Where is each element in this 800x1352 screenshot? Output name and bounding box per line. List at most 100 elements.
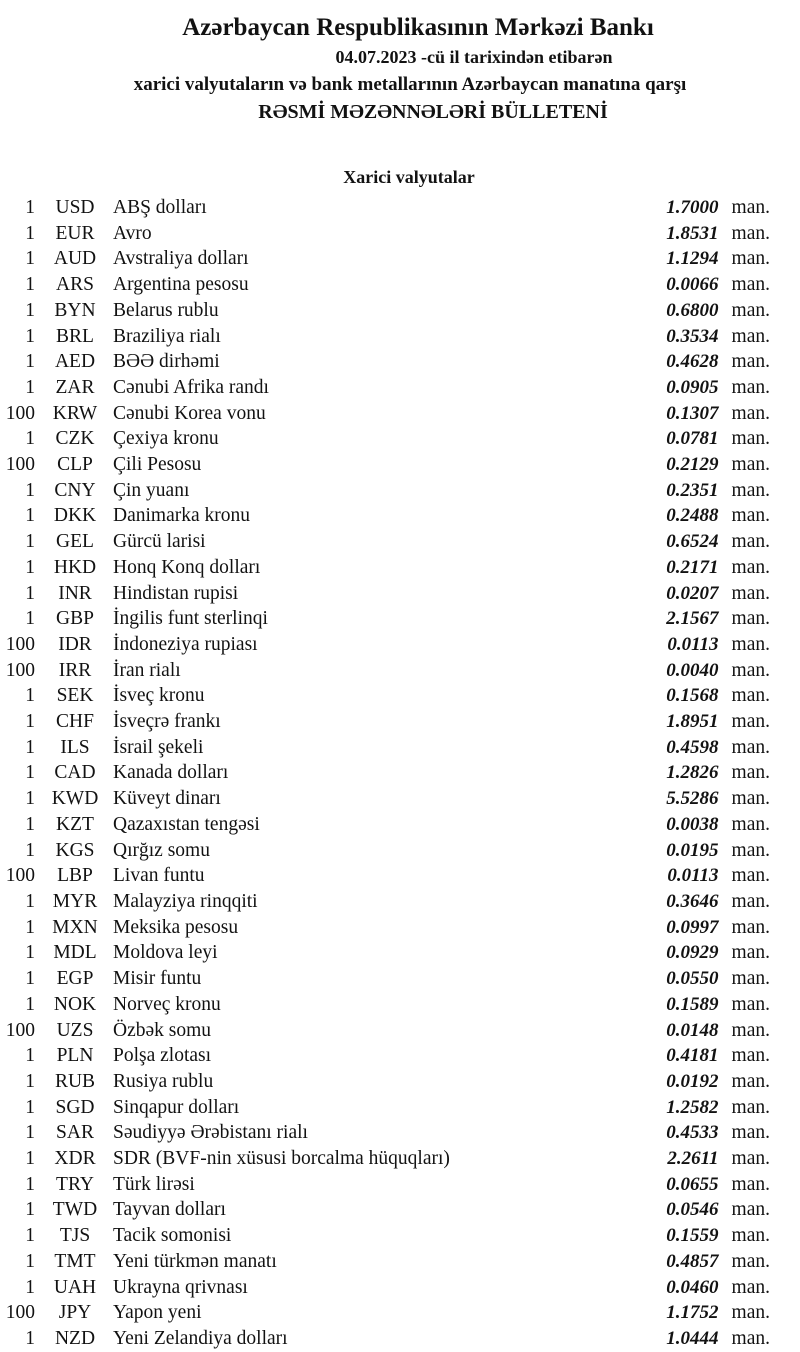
currency-quantity: 1	[25, 299, 35, 321]
currency-code: ZAR	[55, 376, 95, 398]
currency-code: KGS	[55, 839, 95, 861]
currency-unit: man.	[731, 222, 770, 244]
currency-unit: man.	[731, 531, 770, 553]
currency-unit: man.	[731, 993, 770, 1015]
currency-unit: man.	[731, 633, 770, 655]
currency-unit: man.	[731, 248, 770, 270]
currency-name: Honq Konq dolları	[113, 556, 261, 578]
currency-name: Ukrayna qrivnası	[113, 1276, 248, 1298]
currency-code: CZK	[55, 428, 95, 450]
currency-quantity: 1	[25, 736, 35, 758]
currency-code: BRL	[56, 325, 94, 347]
page-title: Azərbaycan Respublikasının Mərkəzi Bankı	[182, 14, 654, 41]
currency-rate: 0.0460	[666, 1276, 719, 1298]
currency-quantity: 1	[25, 505, 35, 527]
currency-code: NZD	[54, 1327, 96, 1349]
currency-name: Özbək somu	[113, 1019, 212, 1041]
currency-name: Qırğız somu	[113, 839, 210, 861]
table-row: 1 AUD Avstraliya dolları 1.1294 man.	[0, 246, 800, 272]
table-row: 1 TRY Türk lirəsi 0.0655 man.	[0, 1172, 800, 1198]
currency-code: RUB	[54, 1070, 96, 1092]
currency-unit: man.	[731, 685, 770, 707]
currency-unit: man.	[731, 274, 770, 296]
currency-unit: man.	[731, 1225, 770, 1247]
currency-unit: man.	[731, 762, 770, 784]
currency-unit: man.	[731, 479, 770, 501]
table-row: 1 EUR Avro 1.8531 man.	[0, 221, 800, 247]
currency-name: Sinqapur dolları	[113, 1096, 240, 1118]
table-row: 1 INR Hindistan rupisi 0.0207 man.	[0, 581, 800, 607]
currency-unit: man.	[731, 376, 770, 398]
currency-rate: 0.0550	[666, 968, 719, 990]
currency-unit: man.	[731, 1122, 770, 1144]
table-row: 1 KGS Qırğız somu 0.0195 man.	[0, 838, 800, 864]
currency-rate: 0.4628	[666, 351, 719, 373]
currency-rate: 0.2351	[666, 479, 719, 501]
currency-code: AUD	[53, 248, 97, 270]
currency-quantity: 1	[25, 968, 35, 990]
currency-quantity: 1	[25, 839, 35, 861]
currency-rate: 1.2826	[666, 762, 719, 784]
table-row: 1 BRL Braziliya rialı 0.3534 man.	[0, 324, 800, 350]
table-row: 1 CNY Çin yuanı 0.2351 man.	[0, 478, 800, 504]
table-row: 100 KRW Cənubi Korea vonu 0.1307 man.	[0, 401, 800, 427]
table-row: 1 NOK Norveç kronu 0.1589 man.	[0, 992, 800, 1018]
currency-rate: 0.3534	[666, 325, 719, 347]
section-title-foreign-currencies: Xarici valyutalar	[343, 167, 475, 187]
bulletin-title: RƏSMİ MƏZƏNNƏLƏRİ BÜLLETENİ	[258, 101, 608, 123]
currency-quantity: 1	[25, 1173, 35, 1195]
currency-unit: man.	[731, 582, 770, 604]
table-row: 100 UZS Özbək somu 0.0148 man.	[0, 1018, 800, 1044]
currency-unit: man.	[731, 1327, 770, 1349]
currency-quantity: 1	[25, 351, 35, 373]
table-row: 1 HKD Honq Konq dolları 0.2171 man.	[0, 555, 800, 581]
currency-name: Tacik somonisi	[113, 1225, 232, 1247]
currency-quantity: 1	[25, 762, 35, 784]
currency-name: Moldova leyi	[113, 942, 218, 964]
table-row: 1 GEL Gürcü larisi 0.6524 man.	[0, 529, 800, 555]
currency-code: USD	[55, 197, 95, 218]
currency-name: Yeni Zelandiya dolları	[113, 1327, 288, 1349]
currency-rate: 0.0929	[666, 942, 719, 964]
currency-rate: 0.1307	[666, 402, 719, 424]
currency-quantity: 1	[25, 531, 35, 553]
currency-rate: 0.0905	[666, 376, 719, 398]
currency-code: HKD	[53, 556, 97, 578]
currency-name: Norveç kronu	[113, 993, 221, 1015]
currency-name: İran rialı	[113, 659, 181, 681]
currency-unit: man.	[731, 968, 770, 990]
currency-rate: 0.0997	[666, 916, 719, 938]
currency-quantity: 1	[25, 1045, 35, 1067]
currency-code: GBP	[56, 608, 94, 630]
currency-name: Braziliya rialı	[113, 325, 221, 347]
table-row: 1 BYN Belarus rublu 0.6800 man.	[0, 298, 800, 324]
currency-unit: man.	[731, 351, 770, 373]
currency-rate: 0.4598	[666, 736, 719, 758]
subtitle-line: xarici valyutaların və bank metallarının…	[133, 74, 687, 95]
currency-quantity: 1	[25, 813, 35, 835]
currency-name: Qazaxıstan tengəsi	[113, 813, 260, 835]
currency-code: IDR	[58, 633, 92, 655]
currency-rate: 0.0207	[666, 582, 719, 604]
currency-quantity: 1	[25, 1276, 35, 1298]
currency-code: BYN	[54, 299, 96, 321]
currency-code: TWD	[52, 1199, 98, 1221]
currency-quantity: 100	[5, 1302, 35, 1324]
currency-quantity: 1	[25, 1148, 35, 1170]
currency-unit: man.	[731, 325, 770, 347]
table-row: 100 LBP Livan funtu 0.0113 man.	[0, 863, 800, 889]
currency-rate: 0.0113	[667, 865, 719, 887]
currency-quantity: 1	[25, 556, 35, 578]
currency-code: UAH	[53, 1276, 97, 1298]
table-row: 100 IDR İndoneziya rupiası 0.0113 man.	[0, 632, 800, 658]
currency-rate: 1.2582	[666, 1096, 719, 1118]
currency-unit: man.	[731, 942, 770, 964]
currency-code: MDL	[53, 942, 97, 964]
currency-rate: 0.0546	[666, 1199, 719, 1221]
table-row: 1 XDR SDR (BVF-nin xüsusi borcalma hüquq…	[0, 1146, 800, 1172]
currency-code: SGD	[55, 1096, 95, 1118]
currency-quantity: 100	[5, 402, 35, 424]
table-row: 1 SAR Səudiyyə Ərəbistanı rialı 0.4533 m…	[0, 1120, 800, 1146]
currency-name: Danimarka kronu	[113, 505, 250, 527]
currency-quantity: 100	[5, 659, 35, 681]
